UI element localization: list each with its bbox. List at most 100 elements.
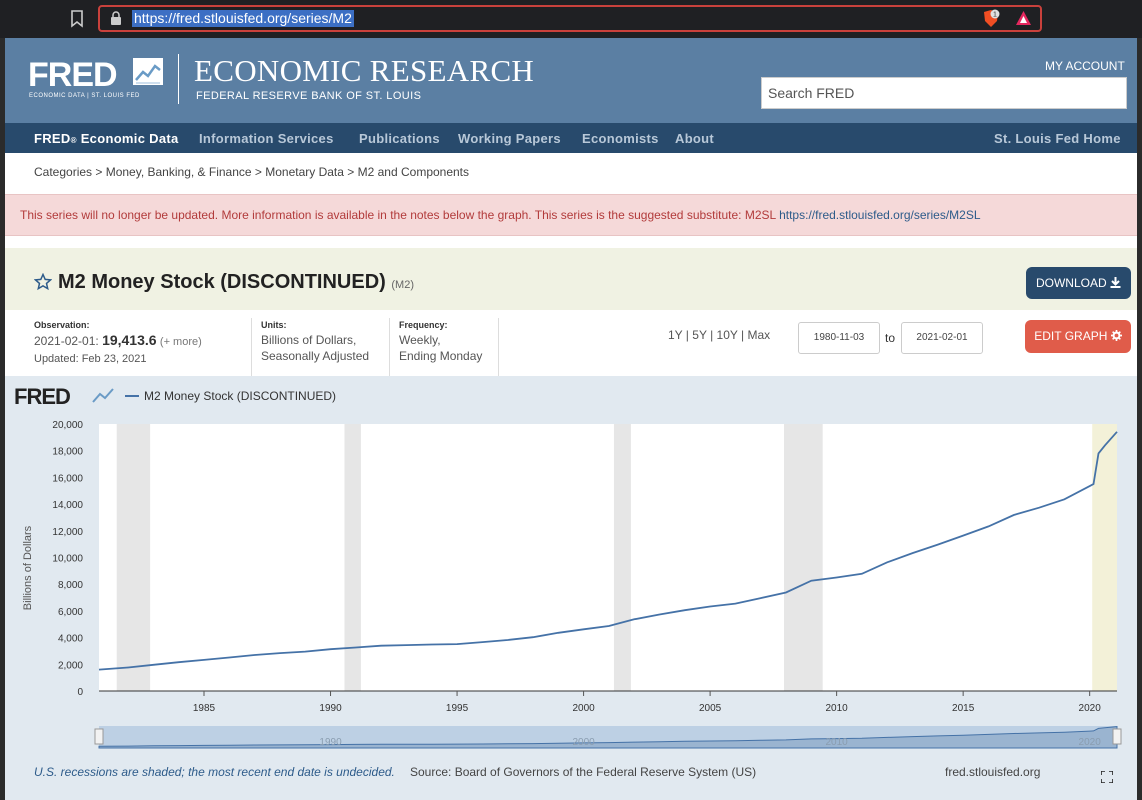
range-links: 1Y | 5Y | 10Y | Max: [668, 328, 771, 342]
fred-logo-subtitle: ECONOMIC DATA | ST. LOUIS FED: [29, 93, 140, 99]
site-link[interactable]: fred.stlouisfed.org: [945, 765, 1041, 779]
range-1y[interactable]: 1Y: [668, 328, 683, 342]
alert-text: This series will no longer be updated. M…: [20, 208, 981, 222]
y-tick-label: 4,000: [58, 634, 83, 645]
url-text[interactable]: https://fred.stlouisfed.org/series/M2: [132, 10, 354, 27]
y-tick-label: 20,000: [52, 420, 83, 431]
series-title: M2 Money Stock (DISCONTINUED) (M2): [58, 271, 414, 294]
observation-more-link[interactable]: (+ more): [159, 336, 202, 348]
fullscreen-icon[interactable]: [1101, 771, 1113, 783]
y-tick-label: 2,000: [58, 660, 83, 671]
fred-logo[interactable]: FRED: [28, 56, 118, 94]
nav-economists[interactable]: Economists: [582, 131, 659, 146]
nav-fred-economic-data[interactable]: FRED® Economic Data: [34, 131, 179, 146]
meta-divider: [389, 318, 390, 376]
shield-count: 1: [993, 12, 997, 19]
observation-label: Observation:: [34, 320, 90, 330]
x-tick-label: 1995: [446, 703, 469, 714]
y-tick-label: 8,000: [58, 580, 83, 591]
start-date-input[interactable]: 1980-11-03: [798, 322, 880, 354]
bookmark-icon[interactable]: [70, 10, 84, 28]
observation-date: 2021-02-01:: [34, 334, 99, 348]
series-line: [98, 431, 1118, 671]
end-date-input[interactable]: 2021-02-01: [901, 322, 983, 354]
chart-area: FRED M2 Money Stock (DISCONTINUED) Billi…: [5, 376, 1137, 800]
nav-st-louis-fed-home[interactable]: St. Louis Fed Home: [994, 131, 1121, 146]
navigator-tick-label: 1990: [319, 737, 342, 748]
navigator-handle[interactable]: [1112, 728, 1122, 745]
meta-divider: [498, 318, 499, 376]
fred-page: FRED ECONOMIC DATA | ST. LOUIS FED ECONO…: [5, 38, 1137, 800]
range-5y[interactable]: 5Y: [692, 328, 707, 342]
y-tick-label: 14,000: [52, 500, 83, 511]
series-title-bar: [5, 248, 1137, 310]
x-tick-label: 2005: [699, 703, 722, 714]
y-tick-label: 0: [77, 687, 83, 698]
x-tick-label: 2000: [572, 703, 595, 714]
y-tick-label: 18,000: [52, 447, 83, 458]
brave-shields-icon[interactable]: 1: [982, 9, 1000, 28]
chart-fred-logo-icon: [92, 388, 114, 403]
range-max[interactable]: Max: [747, 328, 771, 342]
recession-note[interactable]: U.S. recessions are shaded; the most rec…: [34, 765, 395, 779]
nav-fred-reg: ®: [70, 136, 77, 145]
alert-link[interactable]: https://fred.stlouisfed.org/series/M2SL: [779, 208, 981, 222]
browser-toolbar: https://fred.stlouisfed.org/series/M2 1: [0, 0, 1142, 38]
nav-working-papers[interactable]: Working Papers: [458, 131, 561, 146]
nav-about[interactable]: About: [675, 131, 715, 146]
y-tick-label: 10,000: [52, 554, 83, 565]
meta-divider: [251, 318, 252, 376]
search-input[interactable]: [761, 77, 1127, 109]
brave-rewards-icon[interactable]: [1015, 10, 1032, 26]
nav-publications[interactable]: Publications: [359, 131, 440, 146]
nav-fred-prefix: FRED: [34, 131, 71, 146]
edit-graph-button[interactable]: EDIT GRAPH: [1025, 320, 1131, 353]
lock-icon: [111, 11, 121, 25]
m2-chart[interactable]: FRED M2 Money Stock (DISCONTINUED) Billi…: [5, 376, 1137, 800]
y-tick-label: 16,000: [52, 473, 83, 484]
frequency-label: Frequency:: [399, 320, 448, 330]
x-tick-label: 1990: [319, 703, 342, 714]
main-nav: [5, 123, 1137, 153]
frequency-line1: Weekly,: [399, 333, 441, 347]
navigator-series: [98, 726, 1118, 749]
navigator-handle[interactable]: [94, 728, 104, 745]
x-tick-label: 2020: [1079, 703, 1102, 714]
chart-fred-logo: FRED: [14, 384, 70, 409]
recession-band: [613, 424, 631, 691]
star-icon[interactable]: [34, 273, 52, 291]
chart-legend: FRED M2 Money Stock (DISCONTINUED): [14, 384, 336, 409]
navigator-tick-label: 2010: [826, 737, 849, 748]
discontinued-alert: This series will no longer be updated. M…: [5, 194, 1137, 236]
series-name: M2 Money Stock (DISCONTINUED): [58, 271, 386, 293]
fred-graph-icon: [133, 58, 163, 85]
download-label: DOWNLOAD: [1035, 276, 1107, 290]
edit-graph-label: EDIT GRAPH: [1034, 329, 1108, 343]
updated-date: Updated: Feb 23, 2021: [34, 353, 147, 365]
download-button[interactable]: DOWNLOAD: [1026, 267, 1131, 299]
frequency-line2: Ending Monday: [399, 349, 483, 363]
to-label: to: [885, 331, 896, 345]
frb-subtitle: FEDERAL RESERVE BANK OF ST. LOUIS: [196, 90, 422, 102]
recession-band: [783, 424, 823, 691]
x-tick-label: 1985: [193, 703, 216, 714]
x-tick-label: 2015: [952, 703, 975, 714]
plot-background: [99, 424, 1117, 691]
my-account-link[interactable]: MY ACCOUNT: [1045, 59, 1125, 73]
header-divider: [178, 54, 179, 104]
observation-value: 2021-02-01: 19,413.6 (+ more): [34, 332, 202, 350]
nav-information-services[interactable]: Information Services: [199, 131, 334, 146]
units-line2: Seasonally Adjusted: [261, 349, 370, 363]
economic-research-title[interactable]: ECONOMIC RESEARCH: [194, 53, 535, 88]
recession-band: [116, 424, 151, 691]
units-line1: Billions of Dollars,: [261, 333, 357, 347]
series-code: (M2): [391, 279, 414, 291]
y-axis-label: Billions of Dollars: [22, 525, 34, 610]
nav-fred-rest: Economic Data: [76, 131, 179, 146]
range-10y[interactable]: 10Y: [716, 328, 738, 342]
y-tick-label: 12,000: [52, 527, 83, 538]
navigator-tick-label: 2020: [1079, 737, 1102, 748]
source-text: Source: Board of Governors of the Federa…: [410, 765, 757, 779]
units-label: Units:: [261, 320, 287, 330]
breadcrumb[interactable]: Categories > Money, Banking, & Finance >…: [34, 165, 470, 179]
